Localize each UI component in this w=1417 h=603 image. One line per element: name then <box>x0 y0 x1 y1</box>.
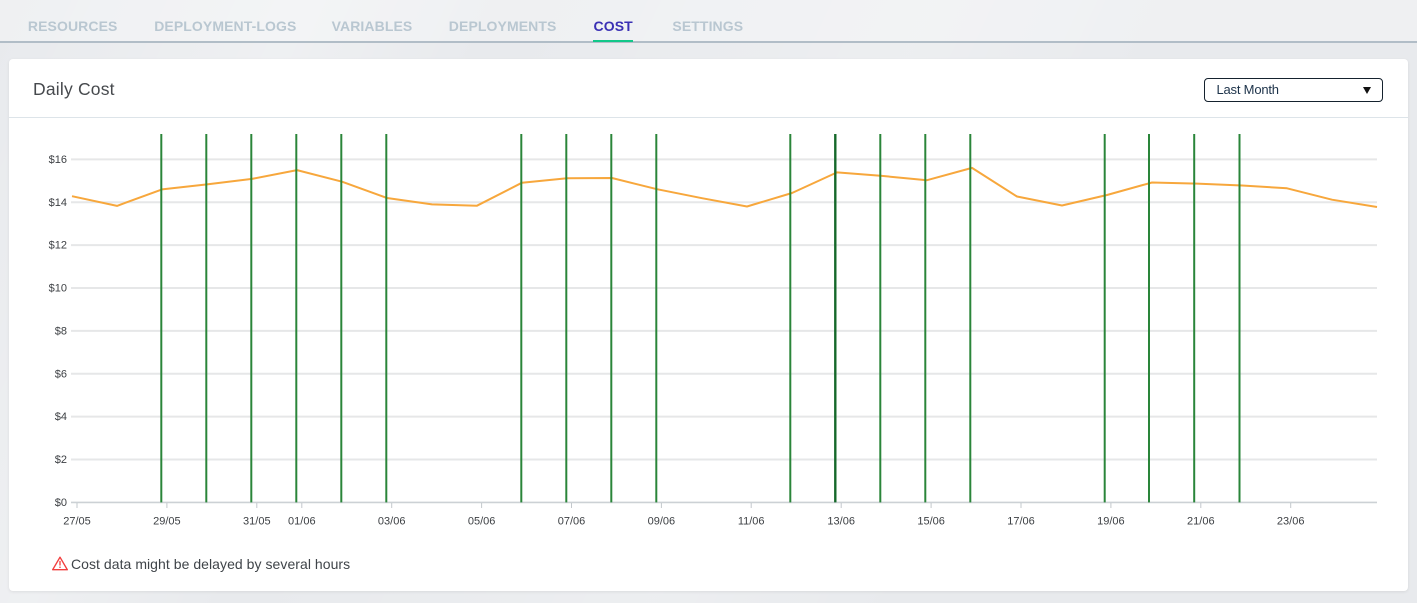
svg-text:$8: $8 <box>55 326 67 338</box>
svg-text:01/06: 01/06 <box>288 516 316 528</box>
svg-text:19/06: 19/06 <box>1097 516 1125 528</box>
svg-text:03/06: 03/06 <box>378 516 406 528</box>
svg-text:15/06: 15/06 <box>917 516 945 528</box>
svg-text:27/05: 27/05 <box>63 516 91 528</box>
svg-text:21/06: 21/06 <box>1187 516 1215 528</box>
svg-text:11/06: 11/06 <box>738 516 765 528</box>
svg-text:$10: $10 <box>49 283 67 295</box>
svg-text:13/06: 13/06 <box>827 516 855 528</box>
svg-text:$12: $12 <box>49 240 67 252</box>
svg-text:05/06: 05/06 <box>468 516 496 528</box>
svg-text:$14: $14 <box>49 197 67 209</box>
svg-text:$16: $16 <box>49 154 67 166</box>
svg-text:23/06: 23/06 <box>1277 516 1305 528</box>
svg-text:$0: $0 <box>55 497 67 509</box>
svg-text:09/06: 09/06 <box>648 516 676 528</box>
svg-text:29/05: 29/05 <box>153 516 181 528</box>
svg-text:$6: $6 <box>55 368 67 380</box>
svg-text:$2: $2 <box>55 454 67 466</box>
svg-text:31/05: 31/05 <box>243 516 271 528</box>
svg-text:17/06: 17/06 <box>1007 516 1035 528</box>
svg-text:07/06: 07/06 <box>558 516 586 528</box>
svg-text:$4: $4 <box>55 411 67 423</box>
